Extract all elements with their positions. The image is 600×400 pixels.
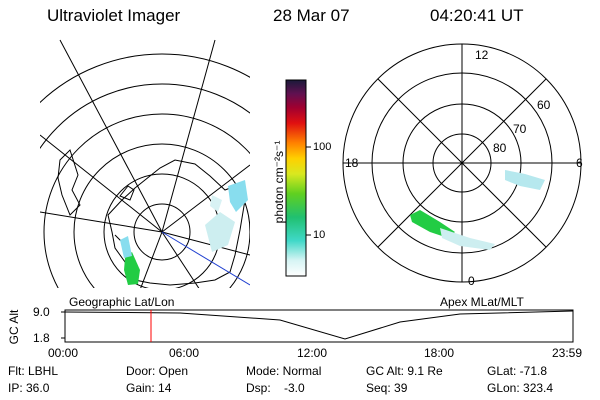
time-label: 04:20:41 UT — [430, 6, 524, 25]
apex-map-label: Apex MLat/MLT — [440, 295, 524, 309]
colorbar-tick-100: 100 — [313, 141, 332, 153]
time-tick-2359: 23:59 — [552, 346, 583, 360]
lat-label-60: 60 — [537, 98, 551, 112]
alt-tick-high: 9.0 — [33, 305, 50, 319]
mlt-label-18: 18 — [345, 156, 359, 170]
status-gain: Gain: 14 — [126, 381, 172, 395]
colorbar — [285, 79, 307, 277]
geographic-map-label: Geographic Lat/Lon — [69, 295, 175, 309]
date-label: 28 Mar 07 — [273, 6, 350, 25]
status-seq: Seq: 39 — [366, 381, 408, 395]
colorbar-tick-10: 10 — [313, 229, 326, 241]
gc-alt-axis-title: GC Alt — [7, 309, 21, 345]
mlt-label-0: 0 — [468, 274, 475, 288]
mlt-label-12: 12 — [475, 48, 489, 62]
status-gc-alt: GC Alt: 9.1 Re — [366, 364, 443, 378]
status-ip: IP: 36.0 — [8, 381, 50, 395]
mlt-label-6: 6 — [576, 156, 583, 170]
status-mode: Mode: Normal — [246, 364, 322, 378]
status-glat: GLat: -71.8 — [487, 364, 548, 378]
instrument-title: Ultraviolet Imager — [47, 6, 181, 25]
time-tick-0600: 06:00 — [169, 346, 200, 360]
status-door: Door: Open — [126, 364, 189, 378]
time-tick-1800: 18:00 — [424, 346, 455, 360]
altitude-strip — [61, 309, 574, 343]
status-dsp: Dsp: -3.0 — [246, 381, 305, 395]
colorbar-unit-label: photon cm⁻²s⁻¹ — [272, 140, 286, 224]
polar-plot — [342, 43, 582, 283]
lat-label-70: 70 — [513, 122, 527, 136]
lat-label-80: 80 — [493, 141, 507, 155]
status-glon: GLon: 323.4 — [487, 381, 554, 395]
alt-tick-low: 1.8 — [33, 331, 50, 345]
time-tick-1200: 12:00 — [297, 346, 328, 360]
status-filter: Flt: LBHL — [8, 364, 59, 378]
geographic-map — [40, 39, 250, 288]
time-tick-0000: 00:00 — [48, 346, 79, 360]
